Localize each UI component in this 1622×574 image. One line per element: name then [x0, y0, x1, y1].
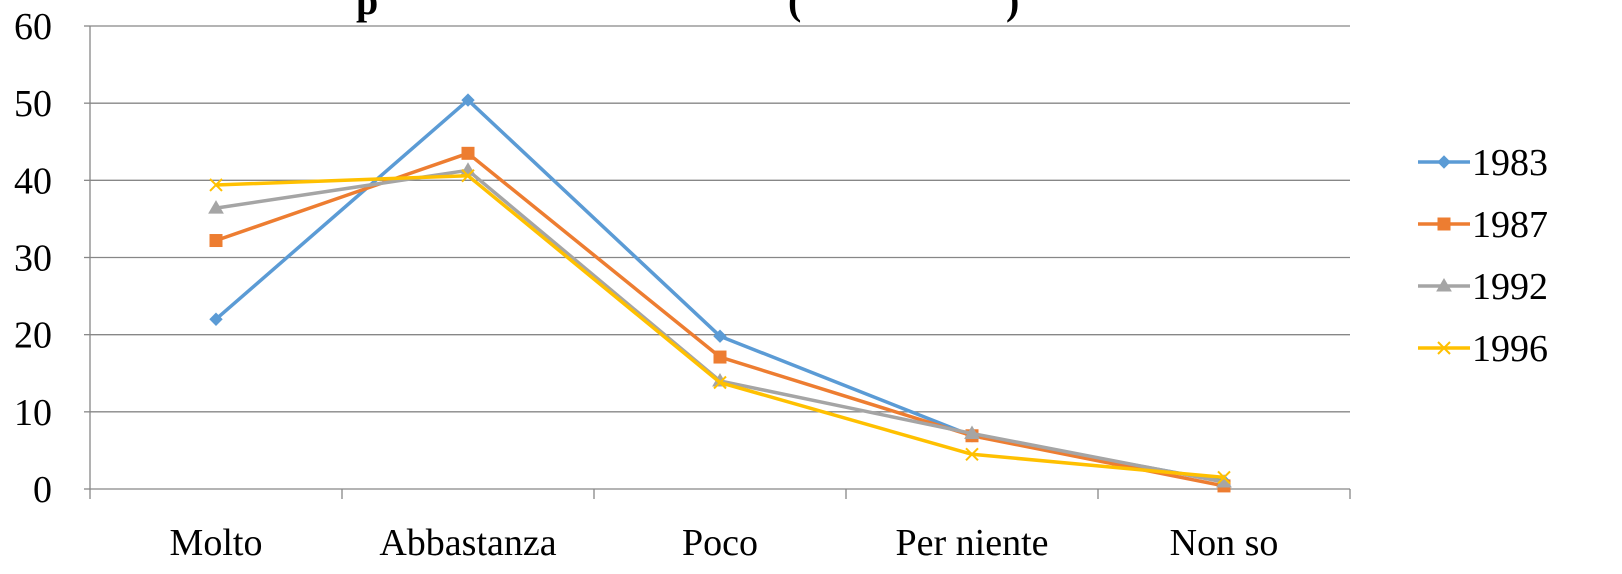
x-tick-label: Molto — [170, 522, 263, 564]
legend-marker — [1436, 278, 1452, 292]
x-axis-ticks: Molto Abbastanza Poco Per niente Non so — [170, 522, 1279, 564]
y-tick-label: 40 — [14, 160, 52, 202]
x-tick-label: Non so — [1170, 522, 1279, 564]
series-1992 — [208, 162, 1232, 488]
data-point-1987 — [461, 146, 475, 160]
data-point-1987 — [209, 234, 223, 248]
axes — [84, 25, 1351, 499]
data-point-1992 — [964, 425, 980, 439]
legend-item-1987: 1987 — [1418, 204, 1548, 246]
legend-label: 1996 — [1472, 328, 1548, 370]
legend-label: 1983 — [1472, 142, 1548, 184]
data-point-1992 — [208, 200, 224, 214]
chart-title-partial: p () — [356, 0, 1019, 23]
legend-item-1983: 1983 — [1418, 142, 1548, 184]
series-line-1987 — [215, 151, 1225, 488]
chart-title-fragment-paren-open: ( — [788, 0, 801, 23]
data-point-1983 — [461, 93, 475, 107]
legend-item-1996: 1996 — [1418, 328, 1548, 370]
legend-item-1992: 1992 — [1418, 266, 1548, 308]
x-tick-label: Abbastanza — [379, 522, 556, 564]
y-tick-label: 20 — [14, 315, 52, 357]
legend-label: 1992 — [1472, 266, 1548, 308]
data-point-1996 — [209, 178, 223, 192]
series-group — [208, 93, 1232, 493]
y-tick-label: 0 — [33, 469, 52, 511]
y-tick-label: 60 — [14, 6, 52, 48]
data-point-1983 — [713, 329, 727, 343]
legend-marker — [1437, 341, 1451, 355]
y-tick-label: 10 — [14, 392, 52, 434]
data-point-1983 — [209, 312, 223, 326]
y-tick-label: 30 — [14, 238, 52, 280]
series-line-1996 — [215, 173, 1225, 480]
chart-title-fragment-paren-close: ) — [1006, 0, 1019, 23]
data-point-1996 — [1217, 470, 1231, 485]
legend-label: 1987 — [1472, 204, 1548, 246]
data-point-1987 — [713, 350, 727, 364]
chart-title-fragment-p: p — [356, 0, 378, 23]
data-point-1996 — [461, 168, 475, 183]
legend: 1983 1987 1992 1996 — [1418, 142, 1548, 370]
series-line-1983 — [214, 98, 1225, 484]
data-point-1996 — [713, 375, 727, 390]
series-1983 — [209, 93, 1231, 488]
x-tick-label: Per niente — [895, 522, 1048, 564]
data-point-1996 — [965, 447, 979, 461]
legend-marker — [1437, 155, 1451, 169]
y-tick-label: 50 — [14, 83, 52, 125]
y-axis-ticks: 0 10 20 30 40 50 60 — [14, 6, 52, 511]
x-tick-label: Poco — [682, 522, 758, 564]
series-1996 — [209, 168, 1231, 485]
series-line-1992 — [215, 168, 1225, 484]
series-1987 — [209, 146, 1231, 493]
legend-marker — [1437, 217, 1451, 231]
